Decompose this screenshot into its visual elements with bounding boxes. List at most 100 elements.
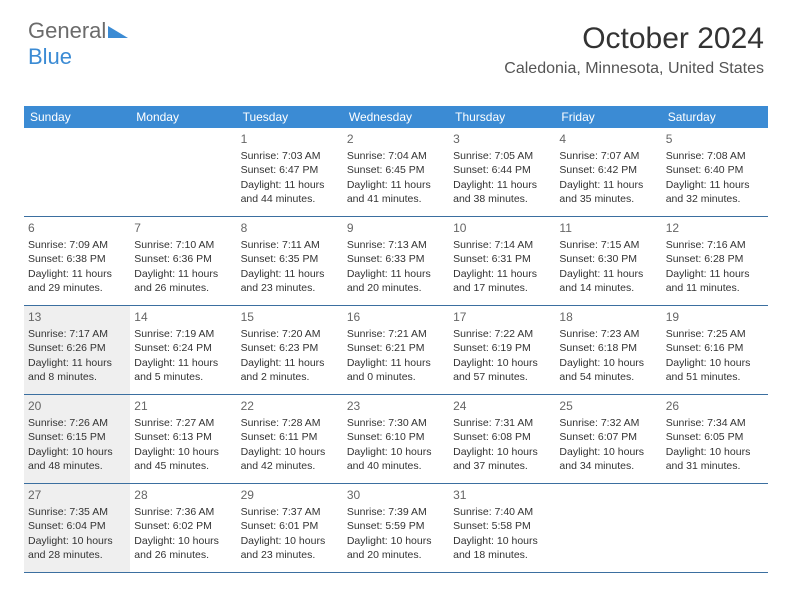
- day-sunset: Sunset: 6:01 PM: [241, 519, 339, 533]
- day-sunrise: Sunrise: 7:26 AM: [28, 416, 126, 430]
- month-title: October 2024: [504, 22, 764, 56]
- day-sunrise: Sunrise: 7:22 AM: [453, 327, 551, 341]
- day-sunset: Sunset: 6:15 PM: [28, 430, 126, 444]
- day-cell: 21Sunrise: 7:27 AMSunset: 6:13 PMDayligh…: [130, 395, 236, 483]
- day-cell: 26Sunrise: 7:34 AMSunset: 6:05 PMDayligh…: [662, 395, 768, 483]
- day-cell: 27Sunrise: 7:35 AMSunset: 6:04 PMDayligh…: [24, 484, 130, 572]
- day-sunrise: Sunrise: 7:04 AM: [347, 149, 445, 163]
- day-number: 1: [241, 131, 339, 147]
- day-cell: 28Sunrise: 7:36 AMSunset: 6:02 PMDayligh…: [130, 484, 236, 572]
- day-daylight: Daylight: 10 hours and 45 minutes.: [134, 445, 232, 473]
- day-daylight: Daylight: 10 hours and 51 minutes.: [666, 356, 764, 384]
- day-number: 27: [28, 487, 126, 503]
- header: October 2024 Caledonia, Minnesota, Unite…: [504, 22, 764, 78]
- week-row: 1Sunrise: 7:03 AMSunset: 6:47 PMDaylight…: [24, 128, 768, 217]
- day-number: 10: [453, 220, 551, 236]
- day-daylight: Daylight: 11 hours and 41 minutes.: [347, 178, 445, 206]
- day-sunset: Sunset: 6:35 PM: [241, 252, 339, 266]
- day-sunrise: Sunrise: 7:40 AM: [453, 505, 551, 519]
- day-daylight: Daylight: 10 hours and 23 minutes.: [241, 534, 339, 562]
- day-daylight: Daylight: 10 hours and 34 minutes.: [559, 445, 657, 473]
- day-sunrise: Sunrise: 7:05 AM: [453, 149, 551, 163]
- calendar: SundayMondayTuesdayWednesdayThursdayFrid…: [24, 106, 768, 573]
- day-number: 8: [241, 220, 339, 236]
- day-cell: 23Sunrise: 7:30 AMSunset: 6:10 PMDayligh…: [343, 395, 449, 483]
- week-row: 20 Sunrise: 7:26 AMSunset: 6:15 PM Dayligh…: [24, 395, 768, 484]
- day-sunrise: Sunrise: 7:36 AM: [134, 505, 232, 519]
- dow-cell: Wednesday: [343, 106, 449, 128]
- day-sunrise: Sunrise: 7:20 AM: [241, 327, 339, 341]
- day-sunrise: Sunrise: 7:17 AM: [28, 327, 126, 341]
- day-number: 28: [134, 487, 232, 503]
- day-sunrise: Sunrise: 7:35 AM: [28, 505, 126, 519]
- day-sunset: Sunset: 5:58 PM: [453, 519, 551, 533]
- day-daylight: Daylight: 11 hours and 38 minutes.: [453, 178, 551, 206]
- day-number: 13: [28, 309, 126, 325]
- day-daylight: Daylight: 11 hours and 5 minutes.: [134, 356, 232, 384]
- day-number: 11: [559, 220, 657, 236]
- day-daylight: Daylight: 11 hours and 35 minutes.: [559, 178, 657, 206]
- day-number: 12: [666, 220, 764, 236]
- day-daylight: Daylight: 11 hours and 20 minutes.: [347, 267, 445, 295]
- day-number: 26: [666, 398, 764, 414]
- week-row: 27Sunrise: 7:35 AMSunset: 6:04 PMDayligh…: [24, 484, 768, 573]
- day-cell: 6Sunrise: 7:09 AMSunset: 6:38 PMDaylight…: [24, 217, 130, 305]
- day-sunrise: Sunrise: 7:25 AM: [666, 327, 764, 341]
- day-number: 6: [28, 220, 126, 236]
- day-number: 20: [28, 398, 126, 414]
- day-sunrise: Sunrise: 7:13 AM: [347, 238, 445, 252]
- day-sunrise: Sunrise: 7:37 AM: [241, 505, 339, 519]
- day-sunset: Sunset: 5:59 PM: [347, 519, 445, 533]
- location: Caledonia, Minnesota, United States: [504, 60, 764, 78]
- day-sunset: Sunset: 6:40 PM: [666, 163, 764, 177]
- day-number: 2: [347, 131, 445, 147]
- day-cell: 15Sunrise: 7:20 AMSunset: 6:23 PMDayligh…: [237, 306, 343, 394]
- day-number: 5: [666, 131, 764, 147]
- day-cell: 19Sunrise: 7:25 AMSunset: 6:16 PMDayligh…: [662, 306, 768, 394]
- day-sunrise: Sunrise: 7:34 AM: [666, 416, 764, 430]
- day-daylight: Daylight: 10 hours and 20 minutes.: [347, 534, 445, 562]
- day-daylight: Daylight: 11 hours and 0 minutes.: [347, 356, 445, 384]
- day-sunset: Sunset: 6:33 PM: [347, 252, 445, 266]
- day-daylight: Daylight: 11 hours and 2 minutes.: [241, 356, 339, 384]
- day-sunrise: Sunrise: 7:16 AM: [666, 238, 764, 252]
- week-row: 6Sunrise: 7:09 AMSunset: 6:38 PMDaylight…: [24, 217, 768, 306]
- day-number: 18: [559, 309, 657, 325]
- day-daylight: Daylight: 11 hours and 11 minutes.: [666, 267, 764, 295]
- day-sunrise: Sunrise: 7:32 AM: [559, 416, 657, 430]
- day-sunset: Sunset: 6:24 PM: [134, 341, 232, 355]
- day-sunrise: Sunrise: 7:10 AM: [134, 238, 232, 252]
- day-cell: 24Sunrise: 7:31 AMSunset: 6:08 PMDayligh…: [449, 395, 555, 483]
- day-sunset: Sunset: 6:13 PM: [134, 430, 232, 444]
- day-daylight: Daylight: 10 hours and 37 minutes.: [453, 445, 551, 473]
- day-sunrise: Sunrise: 7:11 AM: [241, 238, 339, 252]
- day-sunset: Sunset: 6:21 PM: [347, 341, 445, 355]
- day-cell: 10Sunrise: 7:14 AMSunset: 6:31 PMDayligh…: [449, 217, 555, 305]
- day-sunrise: Sunrise: 7:23 AM: [559, 327, 657, 341]
- day-cell: 20Sunrise: 7:26 AMSunset: 6:15 PMDayligh…: [24, 395, 130, 483]
- day-sunrise: Sunrise: 7:21 AM: [347, 327, 445, 341]
- day-number: 29: [241, 487, 339, 503]
- logo: General Blue: [28, 18, 130, 70]
- day-sunset: Sunset: 6:23 PM: [241, 341, 339, 355]
- logo-text2: Blue: [28, 44, 72, 69]
- day-cell: 16Sunrise: 7:21 AMSunset: 6:21 PMDayligh…: [343, 306, 449, 394]
- day-sunrise: Sunrise: 7:27 AM: [134, 416, 232, 430]
- dow-cell: Sunday: [24, 106, 130, 128]
- day-sunrise: Sunrise: 7:08 AM: [666, 149, 764, 163]
- day-daylight: Daylight: 10 hours and 31 minutes.: [666, 445, 764, 473]
- day-cell: 17Sunrise: 7:22 AMSunset: 6:19 PMDayligh…: [449, 306, 555, 394]
- day-cell: 8Sunrise: 7:11 AMSunset: 6:35 PMDaylight…: [237, 217, 343, 305]
- day-sunrise: Sunrise: 7:15 AM: [559, 238, 657, 252]
- day-cell: 13Sunrise: 7:17 AMSunset: 6:26 PMDayligh…: [24, 306, 130, 394]
- day-cell: 18Sunrise: 7:23 AMSunset: 6:18 PMDayligh…: [555, 306, 661, 394]
- day-sunset: Sunset: 6:08 PM: [453, 430, 551, 444]
- day-sunset: Sunset: 6:11 PM: [241, 430, 339, 444]
- day-cell: 4Sunrise: 7:07 AMSunset: 6:42 PMDaylight…: [555, 128, 661, 216]
- day-sunset: Sunset: 6:44 PM: [453, 163, 551, 177]
- day-cell: 22Sunrise: 7:28 AMSunset: 6:11 PMDayligh…: [237, 395, 343, 483]
- logo-flag-icon: [108, 24, 130, 40]
- day-sunrise: Sunrise: 7:07 AM: [559, 149, 657, 163]
- day-cell: 29 Sunrise: 7:37 AMSunset: 6:01 PMDayligh…: [237, 484, 343, 572]
- day-daylight: Daylight: 11 hours and 32 minutes.: [666, 178, 764, 206]
